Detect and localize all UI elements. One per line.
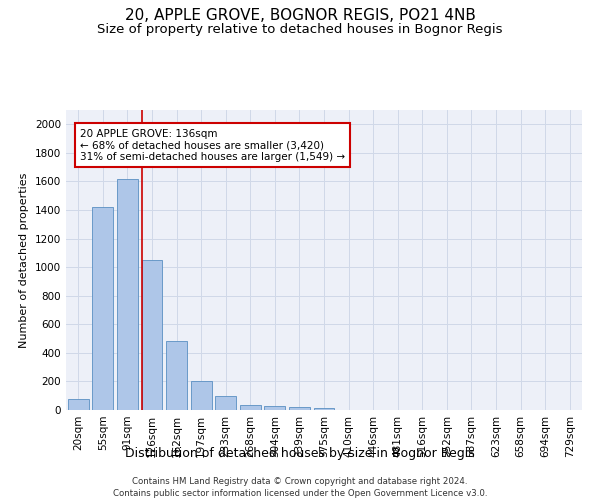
- Text: Contains public sector information licensed under the Open Government Licence v3: Contains public sector information licen…: [113, 489, 487, 498]
- Bar: [142, 260, 163, 410]
- Text: Distribution of detached houses by size in Bognor Regis: Distribution of detached houses by size …: [125, 448, 475, 460]
- Text: Size of property relative to detached houses in Bognor Regis: Size of property relative to detached ho…: [97, 22, 503, 36]
- Bar: [68, 400, 89, 410]
- Text: 20, APPLE GROVE, BOGNOR REGIS, PO21 4NB: 20, APPLE GROVE, BOGNOR REGIS, PO21 4NB: [125, 8, 475, 22]
- Text: Contains HM Land Registry data © Crown copyright and database right 2024.: Contains HM Land Registry data © Crown c…: [132, 478, 468, 486]
- Bar: [314, 408, 334, 410]
- Bar: [289, 407, 310, 410]
- Bar: [166, 342, 187, 410]
- Y-axis label: Number of detached properties: Number of detached properties: [19, 172, 29, 348]
- Bar: [215, 396, 236, 410]
- Text: 20 APPLE GROVE: 136sqm
← 68% of detached houses are smaller (3,420)
31% of semi-: 20 APPLE GROVE: 136sqm ← 68% of detached…: [80, 128, 345, 162]
- Bar: [117, 178, 138, 410]
- Bar: [265, 406, 286, 410]
- Bar: [92, 207, 113, 410]
- Bar: [191, 382, 212, 410]
- Bar: [240, 405, 261, 410]
